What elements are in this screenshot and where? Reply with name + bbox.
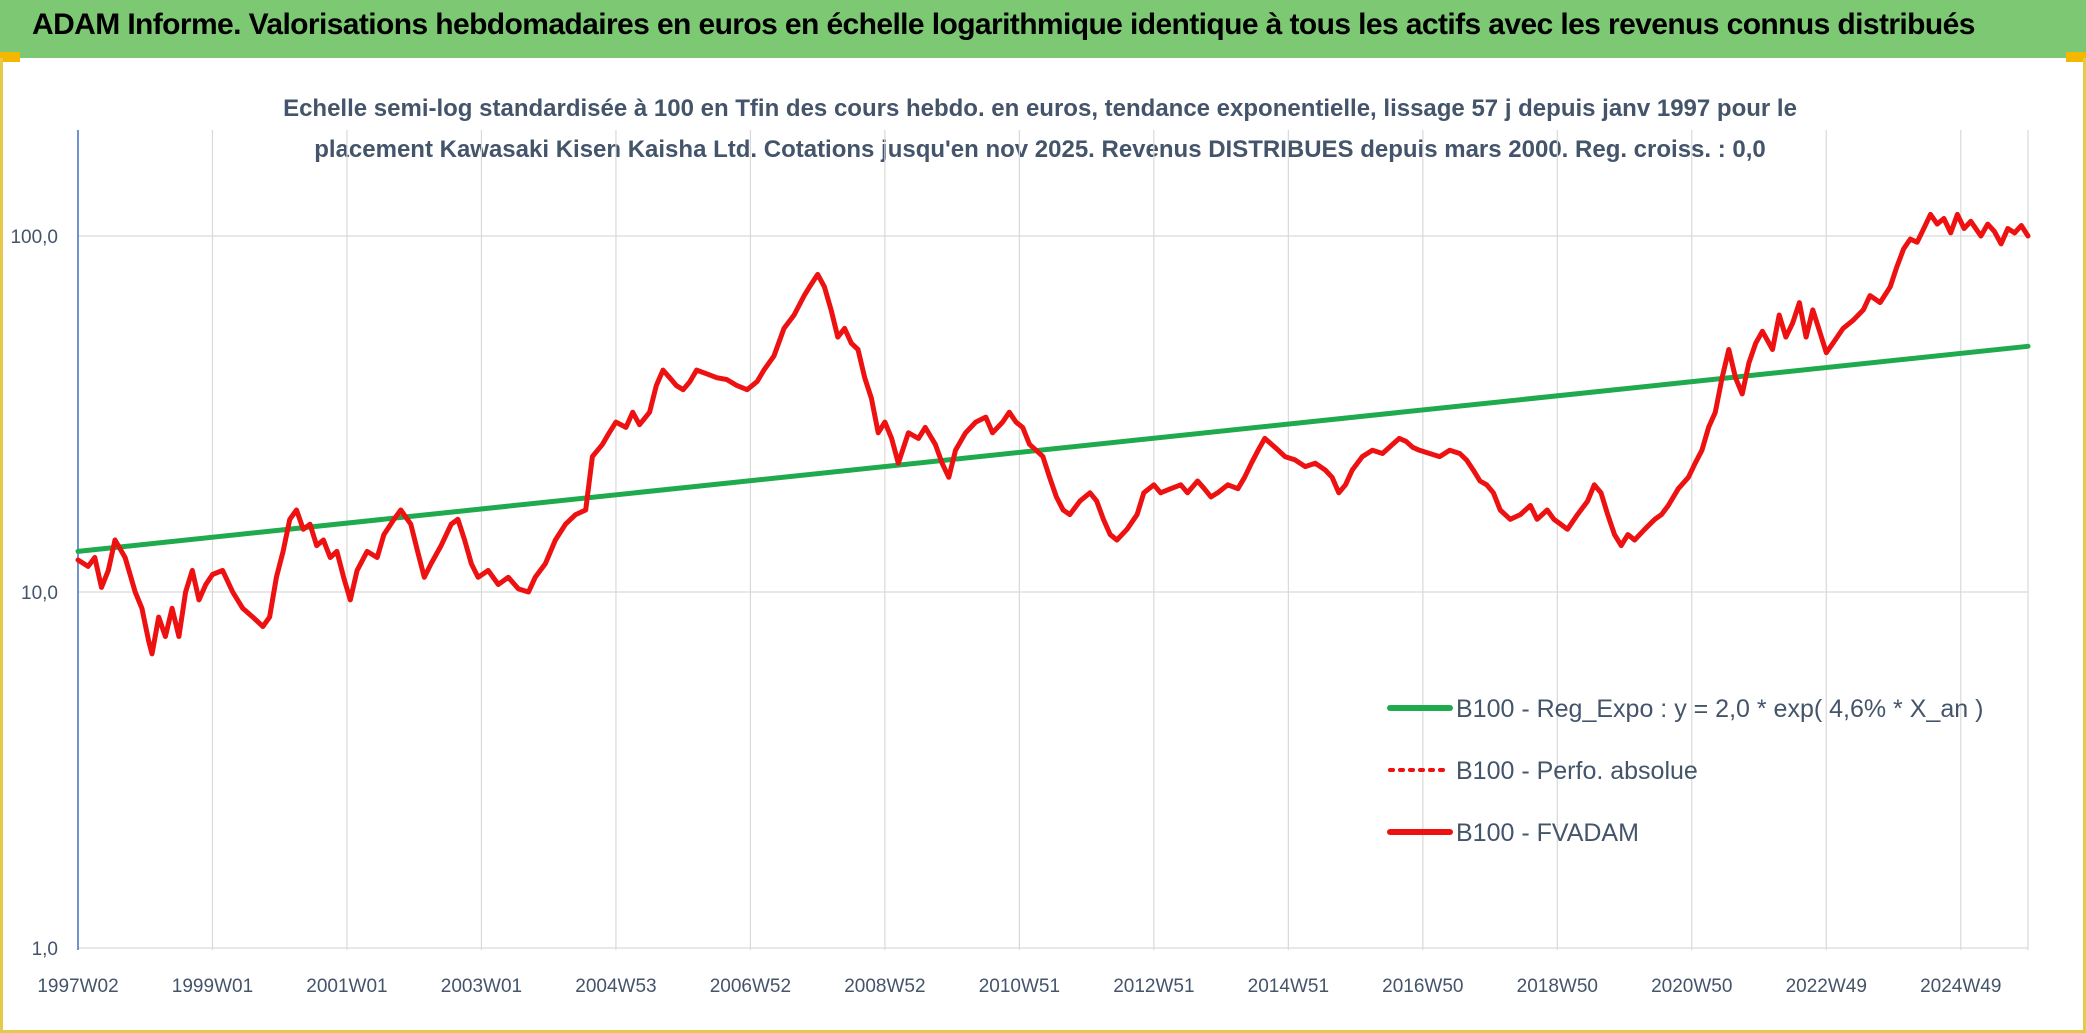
x-tick-label: 2018W50 [1517, 976, 1598, 997]
legend-label: B100 - Reg_Expo : y = 2,0 * exp( 4,6% * … [1456, 695, 1983, 723]
x-tick-label: 2012W51 [1113, 976, 1194, 997]
header-banner: ADAM Informe. Valorisations hebdomadaire… [0, 0, 2086, 58]
y-tick-label: 1,0 [32, 939, 58, 960]
series-area [75, 211, 2031, 657]
chart-subtitle: placement Kawasaki Kisen Kaisha Ltd. Cot… [314, 136, 1766, 163]
grid [77, 130, 2029, 950]
y-tick-label: 100,0 [10, 227, 58, 248]
x-tick-label: 1997W02 [37, 976, 118, 997]
corner-marker-right [2066, 52, 2086, 62]
page-title: ADAM Informe. Valorisations hebdomadaire… [32, 8, 1975, 41]
chart-title: Echelle semi-log standardisée à 100 en T… [283, 95, 1797, 122]
x-tick-label: 2008W52 [844, 976, 925, 997]
x-tick-label: 2024W49 [1920, 976, 2001, 997]
y-tick-label: 10,0 [21, 583, 58, 604]
x-tick-label: 2016W50 [1382, 976, 1463, 997]
x-tick-label: 2014W51 [1248, 976, 1329, 997]
chart-frame [0, 58, 2086, 1033]
x-tick-label: 2010W51 [979, 976, 1060, 997]
x-tick-label: 2003W01 [441, 976, 522, 997]
legend: B100 - Reg_Expo : y = 2,0 * exp( 4,6% * … [1387, 695, 1983, 847]
corner-marker-left [0, 52, 20, 62]
axes: 1997W02 1999W01 2001W01 2003W01 2004W53 2006W… [10, 130, 2001, 997]
x-tick-label: 1999W01 [172, 976, 253, 997]
legend-label: B100 - FVADAM [1456, 819, 1639, 847]
x-tick-label: 2004W53 [575, 976, 656, 997]
x-tick-label: 2001W01 [306, 976, 387, 997]
x-tick-label: 2006W52 [710, 976, 791, 997]
series-line-2 [75, 211, 2031, 657]
legend-label: B100 - Perfo. absolue [1456, 757, 1698, 785]
x-tick-label: 2020W50 [1651, 976, 1732, 997]
x-tick-label: 2022W49 [1786, 976, 1867, 997]
